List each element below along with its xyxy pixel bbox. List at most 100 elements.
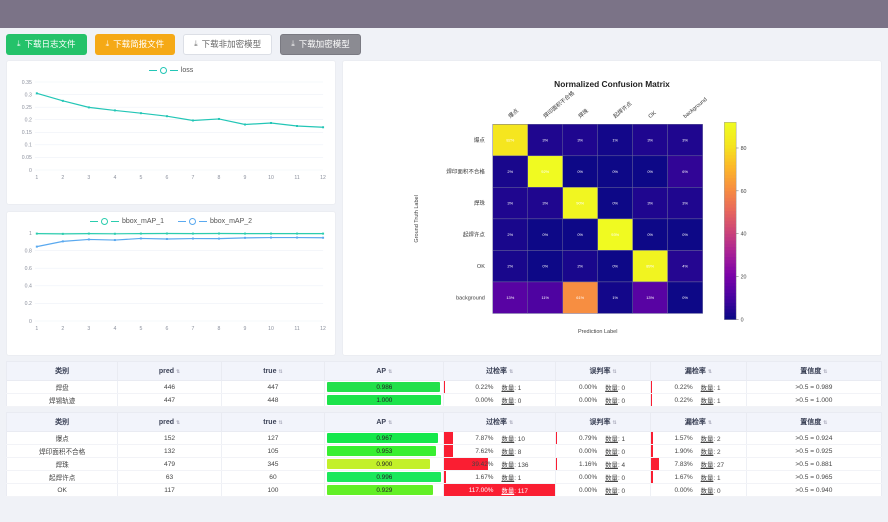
data-point	[113, 109, 116, 112]
sort-icon[interactable]: ⇅	[388, 419, 393, 426]
table-row[interactable]: 焊盘 446 447 0.986 0.22% 数量: 1 0.00% 数量: 0 0.22% 数量…	[6, 380, 882, 394]
table-row[interactable]: 焊锡轨迹 447 448 1.000 0.00% 数量: 0 0.00% 数量: 0 0.22%…	[6, 393, 882, 407]
table-row[interactable]: 焊印面积不合格 132 105 0.953 7.62% 数量: 8 0.00% 数量: 0 1.…	[6, 444, 882, 458]
col-header-conf[interactable]: 置信度 ⇅	[746, 361, 882, 381]
main-content: loss 0 0.05 0.1 0.15 0.2 0.25 0.3 0.35 1 2 3 4 5 6 7 8 9…	[0, 60, 888, 356]
ap-bar-wrap: 1.000	[327, 395, 442, 405]
rate-percent: 1.67%	[475, 473, 494, 481]
count-label: 数量	[605, 474, 618, 482]
rate-cell: 1.57% 数量: 2	[651, 432, 745, 444]
table-row[interactable]: 焊珠 479 345 0.900 39.42% 数量: 136 1.16% 数量: 4 7.83…	[6, 457, 882, 471]
ap-value: 0.953	[376, 447, 393, 455]
sort-icon[interactable]: ⇅	[388, 368, 393, 375]
rate-count: 数量: 117	[501, 487, 528, 495]
x-axis-tick: 4	[113, 175, 116, 181]
matrix-cell-value: 1%	[612, 138, 618, 143]
col-header-label: pred	[158, 418, 175, 426]
rate-cell: 0.79% 数量: 1	[555, 432, 650, 444]
download-button-0[interactable]: ⤓ 下载日志文件	[6, 33, 87, 55]
legend-item-loss[interactable]: loss	[148, 67, 193, 74]
col-header-ap[interactable]: AP ⇅	[324, 412, 445, 432]
cell-ap: 0.967	[324, 431, 445, 445]
download-toolbar: ⤓ 下载日志文件 ⤓ 下载简报文件 ⤓ 下载非加密模型 ⤓ 下载加密模型	[0, 28, 888, 60]
y-axis-tick: 0.35	[22, 80, 32, 86]
cell-cls: 爆点	[6, 431, 119, 445]
sort-icon[interactable]: ⇅	[278, 368, 283, 375]
download-button-3[interactable]: ⤓ 下载加密模型	[280, 33, 361, 55]
col-header-mis[interactable]: 误判率 ⇅	[555, 361, 652, 381]
col-header-miss[interactable]: 漏检率 ⇅	[650, 361, 747, 381]
rate-bar	[555, 458, 557, 470]
legend-line	[89, 220, 98, 223]
rate-cell: 0.00% 数量: 0	[556, 381, 650, 393]
col-header-mis[interactable]: 误判率 ⇅	[555, 412, 652, 432]
rate-cell: 0.00% 数量: 0	[556, 471, 650, 483]
rate-bar	[651, 432, 653, 444]
col-header-pred[interactable]: pred ⇅	[117, 361, 222, 381]
cell-conf: >0.5 = 0.989	[746, 380, 882, 394]
cell-true: 127	[221, 431, 326, 445]
loss-chart-legend: loss	[7, 61, 335, 74]
x-axis-tick: 1	[35, 175, 38, 181]
data-point	[244, 123, 246, 126]
x-axis-tick: 7	[192, 175, 195, 181]
cell-over: 117.00% 数量: 117	[443, 483, 556, 497]
legend-item-bbox_mAP_2[interactable]: bbox_mAP_2	[178, 218, 252, 225]
sort-icon[interactable]: ⇅	[176, 368, 181, 375]
table-row[interactable]: 起焊许点 63 60 0.996 1.67% 数量: 1 0.00% 数量: 0 1.67% 数量…	[6, 470, 882, 484]
legend-item-bbox_mAP_1[interactable]: bbox_mAP_1	[89, 218, 164, 225]
sort-icon[interactable]: ⇅	[278, 419, 283, 426]
sort-icon[interactable]: ⇅	[707, 420, 713, 426]
col-header-label: 漏检率	[684, 368, 706, 375]
col-header-true[interactable]: true ⇅	[221, 412, 326, 432]
x-axis-tick: 3	[87, 326, 90, 332]
matrix-cell	[597, 281, 633, 314]
rate-count: 数量: 2	[700, 435, 721, 443]
table-header-row: 类别 pred ⇅ true ⇅ AP ⇅ 过检率 ⇅ 误判率 ⇅ 漏检率 ⇅ 置信度 ⇅	[6, 412, 882, 432]
cell-conf: >0.5 = 0.940	[746, 483, 882, 497]
download-button-1[interactable]: ⤓ 下载简报文件	[94, 33, 176, 55]
sort-icon[interactable]: ⇅	[176, 419, 181, 426]
sort-icon[interactable]: ⇅	[707, 369, 713, 375]
x-axis-tick: 1	[35, 326, 38, 332]
col-header-conf[interactable]: 置信度 ⇅	[746, 412, 882, 432]
cell-pred: 117	[117, 483, 222, 497]
y-axis-tick: 0.05	[22, 155, 32, 161]
table-row[interactable]: 爆点 152 127 0.967 7.87% 数量: 10 0.79% 数量: 1 1.57% 数…	[6, 431, 882, 445]
matrix-cell-value: 3%	[577, 138, 583, 143]
count-label: 数量	[605, 487, 618, 495]
sort-icon[interactable]: ⇅	[509, 420, 514, 426]
sort-icon[interactable]: ⇅	[612, 369, 617, 375]
col-header-label: pred	[158, 367, 175, 375]
col-header-pred[interactable]: pred ⇅	[117, 412, 222, 432]
sort-icon[interactable]: ⇅	[509, 369, 514, 375]
data-point	[322, 232, 325, 235]
col-header-over[interactable]: 过检率 ⇅	[443, 412, 556, 432]
sort-icon[interactable]: ⇅	[823, 369, 828, 375]
sort-icon[interactable]: ⇅	[823, 420, 828, 426]
matrix-cell-value: 61%	[576, 295, 584, 300]
sort-icon[interactable]: ⇅	[612, 420, 617, 426]
count-label: 数量	[700, 384, 714, 392]
col-header-true[interactable]: true ⇅	[221, 361, 326, 381]
download-button-2[interactable]: ⤓ 下载非加密模型	[183, 33, 273, 55]
rate-count: 数量: 1	[605, 435, 626, 443]
rate-bar	[444, 471, 447, 483]
x-axis-tick: 9	[244, 326, 247, 332]
colorbar-tick: 60	[741, 189, 747, 195]
x-axis-tick: 12	[320, 326, 326, 332]
ap-value: 1.000	[376, 396, 393, 404]
download-button-label: 下载非加密模型	[201, 38, 262, 49]
table-row[interactable]: OK 117 100 0.929 117.00% 数量: 117 0.00% 数量: 0 0.0…	[6, 483, 882, 497]
cell-true: 105	[221, 444, 326, 458]
matrix-cell-value: 2%	[507, 264, 513, 269]
matrix-column-label: background	[683, 97, 709, 120]
x-axis-tick: 5	[139, 175, 142, 181]
col-header-over[interactable]: 过检率 ⇅	[443, 361, 556, 381]
x-axis-tick: 2	[61, 175, 64, 181]
y-axis-tick: 1	[29, 231, 32, 237]
col-header-ap[interactable]: AP ⇅	[324, 361, 445, 381]
col-header-miss[interactable]: 漏检率 ⇅	[650, 412, 747, 432]
y-axis-tick: 0.4	[25, 284, 32, 290]
table-header-row: 类别 pred ⇅ true ⇅ AP ⇅ 过检率 ⇅ 误判率 ⇅ 漏检率 ⇅ 置信度 ⇅	[6, 361, 882, 381]
